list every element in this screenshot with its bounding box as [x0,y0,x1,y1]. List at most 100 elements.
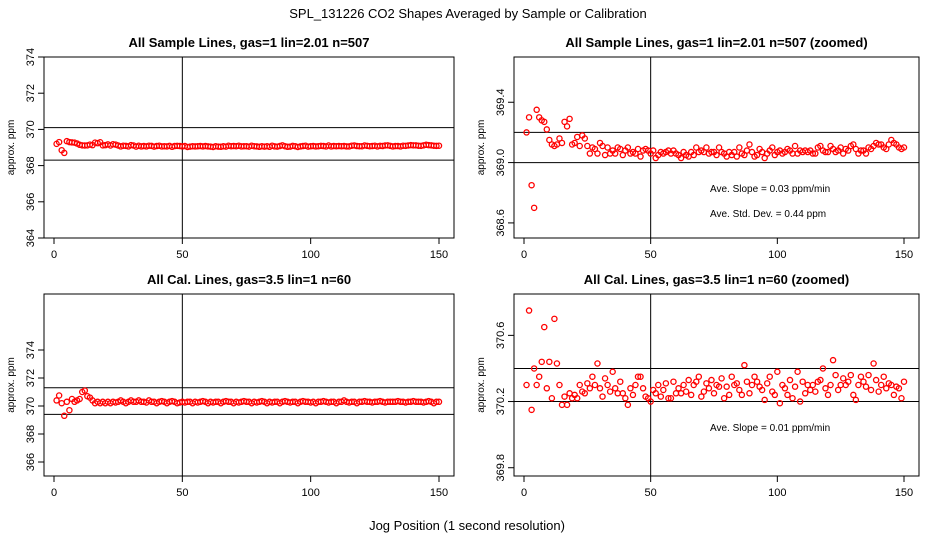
y-tick-label: 366 [25,453,37,471]
data-points [53,137,443,157]
data-point [824,148,832,156]
data-point [58,399,65,407]
data-point [594,150,601,157]
x-tick-label: 50 [645,249,657,261]
chart-panel-3: All Cal. Lines, gas=3.5 lin=1 n=60 0 50 100… [6,272,455,499]
data-points [523,307,908,414]
data-point [81,387,89,394]
data-point [573,133,581,141]
data-point [584,380,591,387]
annotation-text: Ave. Std. Dev. = 0.44 ppm [710,209,826,220]
data-point [824,391,832,399]
annotation-text: Ave. Slope = 0.01 ppm/min [710,423,830,434]
data-point [855,381,862,389]
data-point [743,378,751,385]
data-point [55,392,63,399]
data-point [776,399,784,407]
data-point [700,388,708,395]
data-point [543,126,551,133]
data-point [769,144,776,151]
data-point [875,141,882,148]
data-point [546,358,553,366]
data-point [880,373,887,380]
data-point [809,150,817,157]
y-tick-label: 364 [25,229,37,247]
data-point [845,378,852,385]
data-point [433,398,440,406]
data-point [877,381,885,389]
data-point [850,391,857,399]
data-point [629,391,637,399]
y-tick-label: 374 [25,48,37,66]
data-point [738,391,746,399]
data-point [660,386,667,394]
data-point [680,381,687,389]
y-tick-label: 370.2 [495,388,507,416]
data-point [763,380,771,387]
y-tick-label: 368 [25,156,37,174]
data-point [589,373,596,380]
data-point [586,385,594,392]
data-point [751,373,758,380]
data-point [581,390,589,397]
data-point [687,391,695,399]
data-point [523,381,530,389]
data-point [551,315,558,323]
y-axis-label: approx. ppm [476,357,487,413]
x-tick-label: 100 [768,487,786,499]
data-point [599,393,606,400]
panel-title: All Cal. Lines, gas=3.5 lin=1 n=60 [147,272,351,287]
data-point [576,381,583,389]
data-point [652,390,659,397]
data-point [867,386,875,394]
data-point [860,378,867,385]
data-point [435,398,443,406]
data-point [594,360,601,367]
data-point [617,378,624,385]
data-point [609,368,616,376]
data-point [530,204,538,212]
y-tick-label: 368 [25,425,37,443]
y-tick-label: 372 [25,84,37,102]
data-point [682,388,690,395]
data-point [839,375,847,382]
data-point [586,150,594,157]
data-point [857,147,865,154]
data-point [796,398,804,405]
data-point [553,360,561,367]
data-point [566,115,573,123]
data-point [63,398,71,406]
data-point [693,378,700,385]
data-point [662,380,670,387]
data-point [898,394,905,402]
data-point [794,368,801,376]
x-tick-label: 150 [430,249,448,261]
data-point [713,151,720,159]
data-point [665,394,672,402]
data-point [435,142,443,149]
data-point [900,144,908,151]
data-point [55,138,63,146]
data-point [675,385,682,392]
data-point [530,365,538,372]
data-point [558,139,566,147]
data-point [758,386,766,394]
data-point [667,394,675,402]
data-point [591,381,599,389]
data-point [655,381,662,389]
data-point [619,390,627,397]
y-axis-label: approx. ppm [476,120,487,176]
x-tick-label: 0 [51,487,57,499]
x-tick-label: 100 [768,249,786,261]
data-point [634,145,642,153]
data-point [571,139,578,147]
panel-title: All Sample Lines, gas=1 lin=2.01 n=507 (… [565,35,867,50]
data-point [728,373,735,380]
data-point [601,375,609,382]
data-point [736,144,743,151]
data-point [862,383,870,390]
data-point [632,381,639,389]
data-point [624,144,632,151]
plot-frame [513,293,920,477]
